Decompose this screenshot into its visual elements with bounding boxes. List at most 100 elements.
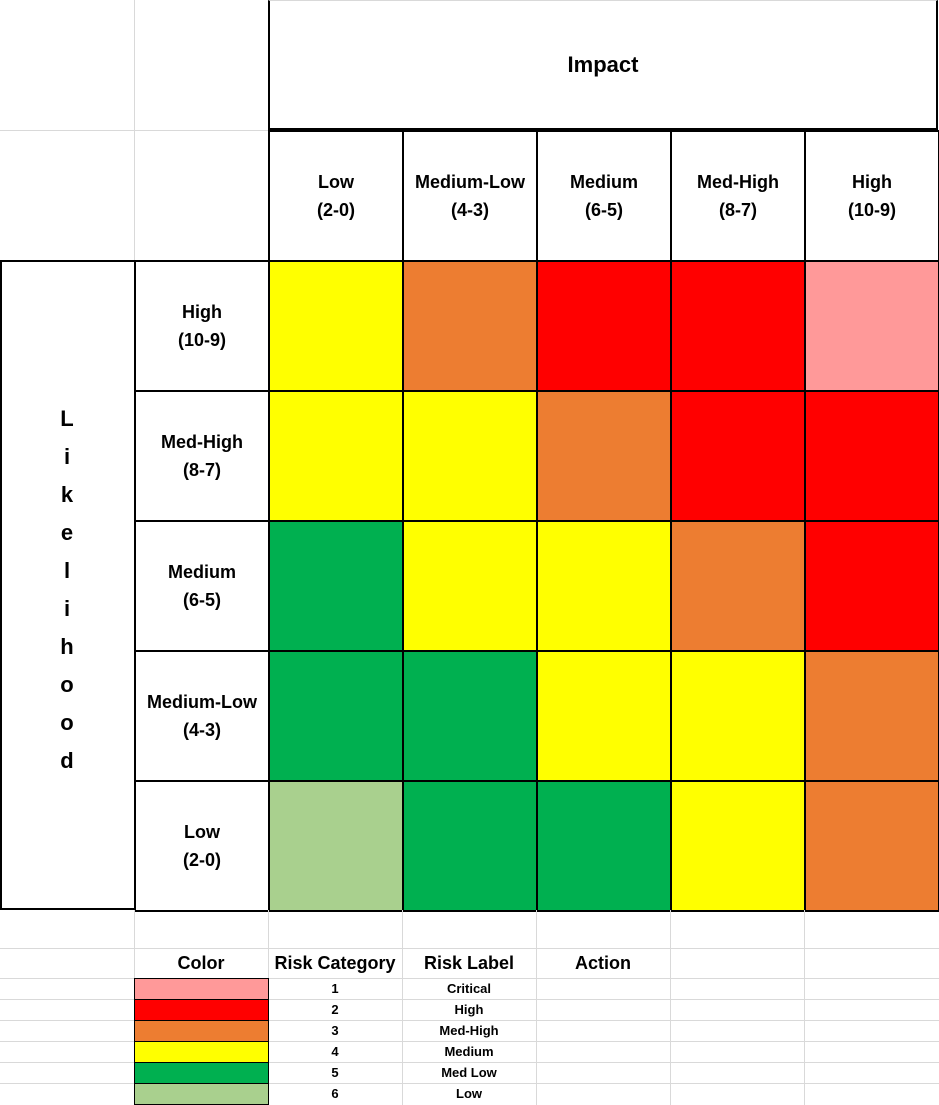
legend-gridline	[804, 910, 805, 1105]
risk-cell	[402, 390, 538, 522]
likelihood-letter: d	[60, 748, 74, 773]
risk-cell	[402, 780, 538, 912]
legend-gridline	[670, 910, 671, 1105]
risk-cell	[804, 780, 939, 912]
likelihood-letter: o	[60, 672, 74, 697]
legend-category: 1	[331, 980, 339, 996]
legend-gridline	[0, 1062, 939, 1063]
legend-header-category: Risk Category	[274, 953, 396, 973]
likelihood-letter: l	[63, 558, 71, 583]
likelihood-letter: i	[63, 444, 71, 469]
risk-cell	[804, 390, 939, 522]
header-name: Med-High	[697, 172, 779, 192]
risk-cell	[670, 780, 806, 912]
likelihood-letter: i	[63, 596, 71, 621]
legend-swatch	[134, 1020, 269, 1042]
legend-header-color: Color	[177, 953, 225, 973]
legend-gridline	[0, 948, 939, 949]
header-name: Low	[184, 822, 220, 842]
header-range: (6-5)	[584, 200, 623, 220]
likelihood-row-header: Medium (6-5)	[134, 520, 270, 652]
legend-swatch	[134, 1062, 269, 1084]
risk-cell	[670, 260, 806, 392]
risk-cell	[268, 260, 404, 392]
legend-label: Low	[456, 1085, 482, 1101]
impact-column-header: Medium (6-5)	[536, 130, 672, 262]
impact-header: Impact	[268, 0, 938, 130]
legend-label: Critical	[446, 980, 492, 996]
header-name: High	[852, 172, 892, 192]
legend-category: 4	[331, 1043, 339, 1059]
header-name: Medium	[167, 562, 236, 582]
header-name: Medium	[569, 172, 638, 192]
risk-cell	[536, 780, 672, 912]
risk-cell	[402, 520, 538, 652]
likelihood-letter: e	[60, 520, 74, 545]
legend-swatch	[134, 978, 269, 1000]
risk-cell	[268, 650, 404, 782]
risk-cell	[804, 650, 939, 782]
header-range: (10-9)	[177, 330, 226, 350]
risk-cell	[804, 260, 939, 392]
header-name: High	[182, 302, 222, 322]
likelihood-letter: o	[60, 710, 74, 735]
risk-cell	[670, 520, 806, 652]
header-name: Medium-Low	[415, 172, 525, 192]
header-range: (6-5)	[182, 590, 221, 610]
risk-cell	[536, 520, 672, 652]
header-name: Medium-Low	[147, 692, 257, 712]
impact-column-header: High (10-9)	[804, 130, 939, 262]
legend-header-label: Risk Label	[423, 953, 515, 973]
risk-cell	[268, 520, 404, 652]
risk-cell	[804, 520, 939, 652]
header-range: (8-7)	[182, 460, 221, 480]
legend-gridline	[0, 978, 939, 979]
legend-category: 2	[331, 1001, 339, 1017]
impact-column-header: Med-High (8-7)	[670, 130, 806, 262]
likelihood-letter: L	[60, 406, 74, 431]
legend-category: 6	[331, 1085, 339, 1101]
likelihood-row-header: Medium-Low (4-3)	[134, 650, 270, 782]
header-name: Med-High	[161, 432, 243, 452]
likelihood-letter: h	[60, 634, 74, 659]
header-range: (8-7)	[718, 200, 757, 220]
legend-category: 3	[331, 1022, 339, 1038]
header-range: (10-9)	[847, 200, 896, 220]
legend-gridline	[0, 1083, 939, 1084]
likelihood-row-header: High (10-9)	[134, 260, 270, 392]
risk-cell	[402, 260, 538, 392]
header-range: (2-0)	[316, 200, 355, 220]
impact-column-header: Low (2-0)	[268, 130, 404, 262]
legend-header-action: Action	[575, 953, 631, 973]
impact-column-header: Medium-Low (4-3)	[402, 130, 538, 262]
risk-cell	[402, 650, 538, 782]
risk-cell	[268, 390, 404, 522]
risk-cell	[670, 650, 806, 782]
header-range: (4-3)	[450, 200, 489, 220]
legend-swatch	[134, 1041, 269, 1063]
risk-cell	[536, 650, 672, 782]
legend-label: Medium	[444, 1043, 494, 1059]
header-range: (2-0)	[182, 850, 221, 870]
risk-cell	[670, 390, 806, 522]
legend-gridline	[0, 999, 939, 1000]
likelihood-row-header: Low (2-0)	[134, 780, 270, 912]
legend-swatch	[134, 1083, 269, 1105]
header-name: Low	[318, 172, 354, 192]
legend-gridline	[0, 1041, 939, 1042]
risk-cell	[536, 390, 672, 522]
risk-cell	[536, 260, 672, 392]
legend-label: High	[454, 1001, 484, 1017]
legend-gridline	[0, 1020, 939, 1021]
likelihood-row-header: Med-High (8-7)	[134, 390, 270, 522]
legend-gridline	[536, 910, 537, 1105]
legend-label: Med-High	[439, 1022, 499, 1038]
header-range: (4-3)	[182, 720, 221, 740]
risk-cell	[268, 780, 404, 912]
likelihood-letter: k	[60, 482, 74, 507]
legend-swatch	[134, 999, 269, 1021]
legend-label: Med Low	[441, 1064, 497, 1080]
legend-category: 5	[331, 1064, 339, 1080]
